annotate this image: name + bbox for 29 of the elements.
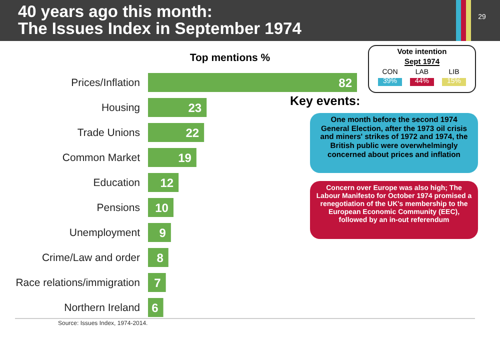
bar [148,223,171,242]
data-label: 23 [188,100,202,115]
data-label: 19 [178,150,192,165]
y-tick-label: Crime/Law and order [42,252,140,264]
data-label: 9 [159,226,166,240]
y-tick-label: Housing [101,102,140,114]
chart-subtitle: Top mentions % [188,52,272,64]
y-tick-label: Northern Ireland [64,302,140,314]
y-tick-label: Trade Unions [77,127,140,140]
y-tick-label: Race relations/immigration [16,277,140,290]
data-label: 22 [186,126,200,140]
y-tick-label: Pensions [96,202,140,214]
bar [148,73,357,92]
data-label: 10 [155,200,169,215]
bar [148,148,196,167]
data-label: 8 [156,250,164,265]
annotation: Key events: [290,94,362,108]
chart-title: 40 years ago this month: The Issues Index in September 1974 [18,3,302,38]
data-label: 7 [154,276,162,290]
data-label: 82 [338,76,352,90]
y-tick-label: Prices/Inflation [71,77,140,90]
data-label: 12 [160,176,174,190]
bar [148,123,204,142]
y-tick-label: Education [93,177,140,190]
bar [148,98,207,117]
y-tick-label: Unemployment [69,227,140,240]
bar [148,273,166,292]
data-label: 6 [152,300,159,315]
y-tick-label: Common Market [62,152,140,164]
